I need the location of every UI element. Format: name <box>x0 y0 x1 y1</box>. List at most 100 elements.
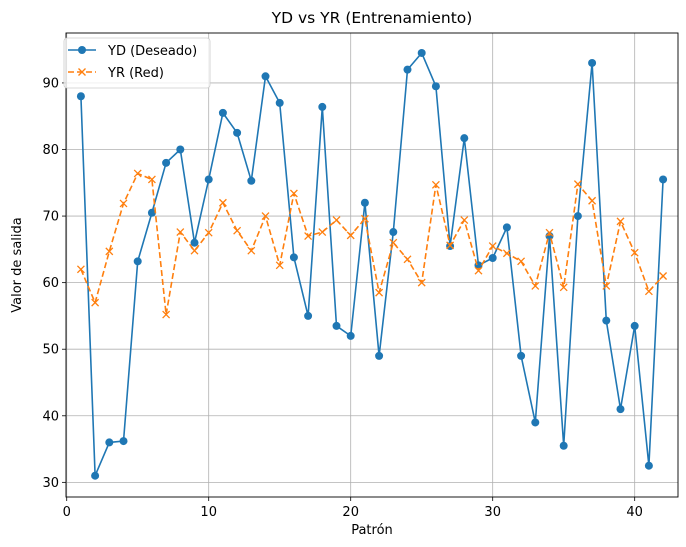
data-point <box>119 437 128 446</box>
x-tick-label: 20 <box>342 505 359 520</box>
data-point <box>332 321 341 330</box>
data-point <box>659 272 668 280</box>
y-tick-label: 40 <box>42 409 59 424</box>
x-tick-label: 30 <box>484 505 501 520</box>
data-point <box>644 287 653 296</box>
data-point <box>644 461 653 470</box>
data-point <box>261 72 270 81</box>
x-axis-label: Patrón <box>351 523 393 538</box>
data-point <box>76 92 85 101</box>
data-point <box>105 438 114 447</box>
data-point <box>460 134 469 143</box>
data-point <box>247 246 256 255</box>
data-point <box>190 238 199 247</box>
data-point <box>588 196 597 205</box>
legend-marker-yd <box>78 46 86 54</box>
data-point <box>133 169 142 178</box>
data-point <box>573 212 582 221</box>
y-tick-label: 60 <box>42 276 59 291</box>
data-point <box>602 316 611 325</box>
y-tick-label: 70 <box>42 210 59 225</box>
data-point <box>431 180 440 189</box>
data-point <box>233 226 242 235</box>
data-point <box>616 405 625 414</box>
data-point <box>474 266 483 275</box>
data-point <box>190 246 199 255</box>
chart-title: YD vs YR (Entrenamiento) <box>271 9 473 27</box>
data-point <box>531 282 540 290</box>
y-axis-ticks: 30 40 50 60 70 80 90 <box>42 76 66 491</box>
data-point <box>247 176 256 185</box>
data-point <box>517 257 526 266</box>
data-point <box>545 228 554 237</box>
data-point <box>304 311 313 320</box>
data-point <box>76 265 85 274</box>
data-point <box>488 254 497 263</box>
series-yr <box>76 169 668 319</box>
data-point <box>417 278 426 287</box>
data-point <box>659 175 668 184</box>
data-point <box>389 228 398 237</box>
data-point <box>588 58 597 67</box>
data-point <box>403 255 412 264</box>
data-point <box>176 145 185 154</box>
data-point <box>417 48 426 57</box>
data-point <box>204 228 213 237</box>
data-point <box>261 212 270 221</box>
data-point <box>162 310 171 319</box>
legend-marker-yr <box>78 68 86 76</box>
data-point <box>559 283 568 292</box>
data-point <box>446 241 455 250</box>
legend: YD (Deseado) YR (Red) <box>63 37 211 89</box>
data-point <box>630 248 639 257</box>
data-point <box>275 98 284 107</box>
data-point <box>502 223 511 232</box>
legend-box <box>63 37 211 89</box>
plot-frame <box>65 32 679 498</box>
data-point <box>133 257 142 266</box>
data-point <box>204 175 213 184</box>
data-point <box>346 231 355 240</box>
data-point <box>403 65 412 74</box>
data-point <box>289 189 298 198</box>
data-point <box>531 418 540 427</box>
data-point <box>502 249 511 258</box>
x-tick-label: 0 <box>63 505 71 520</box>
y-tick-label: 30 <box>42 476 59 491</box>
data-point <box>332 216 341 225</box>
data-point <box>91 471 100 480</box>
y-tick-label: 90 <box>42 76 59 91</box>
data-point <box>91 298 100 307</box>
x-tick-label: 10 <box>200 505 217 520</box>
data-point <box>105 247 114 256</box>
data-point <box>318 228 327 237</box>
data-point <box>346 331 355 340</box>
data-point <box>360 198 369 207</box>
data-point <box>218 108 227 117</box>
data-point <box>488 242 497 250</box>
data-point <box>630 321 639 330</box>
data-point <box>218 198 227 207</box>
series-line <box>80 172 664 316</box>
data-point <box>460 216 469 225</box>
x-tick-label: 40 <box>626 505 643 520</box>
data-point <box>275 261 284 270</box>
y-axis-label: Valor de salida <box>10 217 25 312</box>
data-point <box>233 128 242 137</box>
data-point <box>176 228 185 237</box>
x-axis-ticks: 0 10 20 30 40 <box>63 497 643 520</box>
legend-label-yd: YD (Deseado) <box>107 44 197 59</box>
data-point <box>375 288 384 297</box>
data-point <box>119 199 128 208</box>
legend-label-yr: YR (Red) <box>107 66 164 81</box>
data-point <box>375 351 384 360</box>
data-point <box>147 208 156 217</box>
data-point <box>147 175 156 184</box>
data-point <box>616 217 625 226</box>
data-point <box>602 282 611 290</box>
data-point <box>304 232 313 241</box>
y-tick-label: 50 <box>42 343 59 358</box>
data-point <box>289 253 298 262</box>
